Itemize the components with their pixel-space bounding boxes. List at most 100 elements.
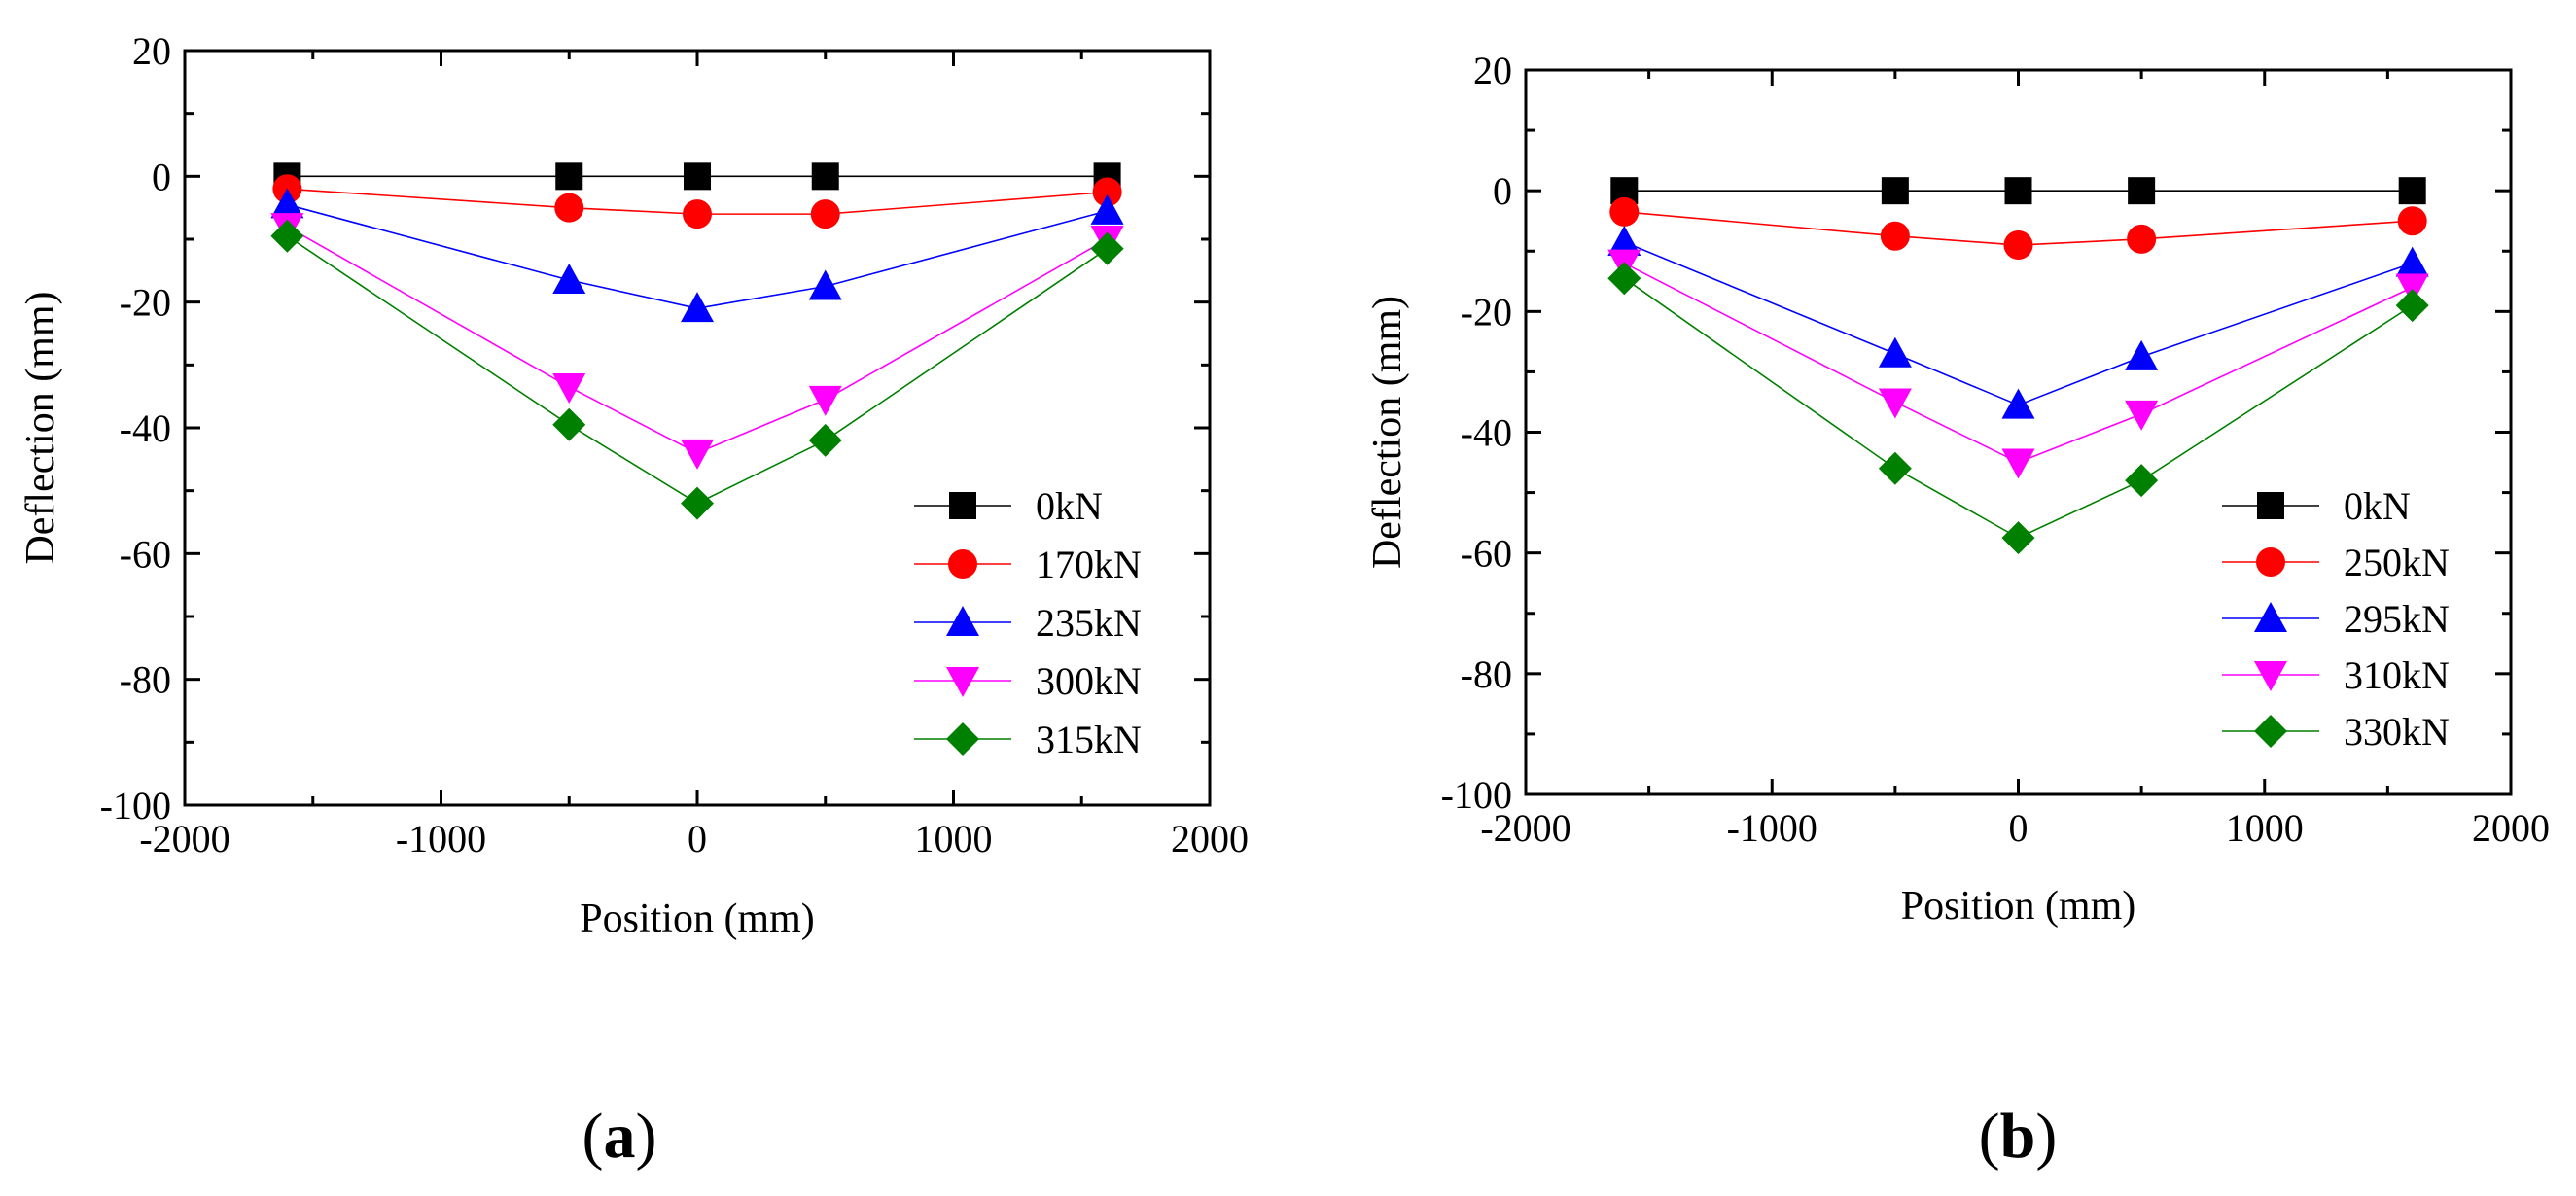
y-axis-title: Deflection (mm) <box>18 291 63 564</box>
data-point-300kN <box>681 439 714 470</box>
data-point-310kN <box>2001 448 2035 479</box>
y-tick-label: 0 <box>1493 169 1512 213</box>
legend-marker <box>946 667 979 697</box>
data-point-315kN <box>808 423 842 457</box>
series-line-300kN <box>287 226 1108 454</box>
y-tick-label: -60 <box>120 532 171 576</box>
legend-label: 295kN <box>2344 597 2450 641</box>
y-tick-label: -80 <box>1461 652 1512 696</box>
legend-marker <box>946 722 979 756</box>
y-tick-label: 20 <box>132 29 171 73</box>
y-tick-label: -40 <box>120 406 171 450</box>
data-point-315kN <box>552 407 586 441</box>
legend-item: 250kN <box>2222 541 2450 584</box>
data-point-315kN <box>270 219 304 253</box>
data-point-295kN <box>1878 336 1912 368</box>
legend-item: 295kN <box>2222 597 2450 641</box>
legend-marker <box>2254 661 2287 691</box>
legend-marker <box>2254 715 2287 748</box>
legend-marker <box>2256 547 2285 577</box>
data-point-300kN <box>552 372 586 404</box>
legend-item: 170kN <box>914 543 1142 586</box>
panel-label: (a) <box>582 1101 657 1172</box>
data-point-0kN <box>2004 177 2032 205</box>
data-point-295kN <box>2125 339 2159 370</box>
data-point-235kN <box>552 264 586 295</box>
data-point-295kN <box>1607 225 1641 256</box>
data-point-295kN <box>2001 388 2035 419</box>
data-point-0kN <box>684 162 711 191</box>
y-tick-label: -100 <box>1441 773 1512 817</box>
data-point-250kN <box>1880 221 1910 251</box>
legend-label: 0kN <box>1036 484 1103 528</box>
legend-item: 330kN <box>2222 710 2450 754</box>
data-point-310kN <box>1878 388 1912 419</box>
x-axis-title: Position (mm) <box>580 897 815 941</box>
x-tick-label: 1000 <box>915 817 993 861</box>
data-point-300kN <box>808 385 842 416</box>
legend-item: 0kN <box>914 484 1103 528</box>
series-line-310kN <box>1623 262 2414 464</box>
data-point-295kN <box>2395 246 2429 277</box>
legend-label: 310kN <box>2344 653 2450 697</box>
legend-label: 315kN <box>1036 718 1142 761</box>
y-tick-label: -60 <box>1461 532 1512 576</box>
x-tick-label: -1000 <box>396 817 486 861</box>
data-point-0kN <box>555 162 583 191</box>
data-point-235kN <box>681 292 714 323</box>
data-point-0kN <box>2128 177 2156 205</box>
y-tick-label: -80 <box>120 658 171 702</box>
data-point-235kN <box>270 188 304 219</box>
legend-marker <box>949 492 976 519</box>
legend-label: 170kN <box>1036 543 1142 586</box>
x-tick-label: 0 <box>688 817 707 861</box>
data-point-250kN <box>2127 224 2157 254</box>
x-tick-label: -1000 <box>1727 806 1817 850</box>
data-point-235kN <box>1090 193 1124 225</box>
data-point-0kN <box>811 162 839 191</box>
legend-label: 0kN <box>2344 484 2411 528</box>
data-point-310kN <box>2395 273 2429 304</box>
x-tick-label: -2000 <box>139 817 229 861</box>
legend-label: 250kN <box>2344 541 2450 584</box>
legend-marker <box>946 606 979 636</box>
data-point-170kN <box>1092 177 1122 207</box>
data-point-315kN <box>681 486 714 520</box>
legend-marker <box>2254 602 2287 632</box>
data-point-330kN <box>1878 451 1912 485</box>
legend-item: 310kN <box>2222 653 2450 697</box>
data-point-0kN <box>1881 177 1909 205</box>
legend-item: 0kN <box>2222 484 2411 528</box>
x-tick-label: -2000 <box>1480 806 1570 850</box>
y-tick-label: -20 <box>120 281 171 325</box>
data-point-235kN <box>808 269 842 300</box>
data-point-250kN <box>2397 206 2427 236</box>
data-point-0kN <box>2398 177 2426 205</box>
x-axis-title: Position (mm) <box>1901 884 2136 929</box>
data-point-170kN <box>554 193 584 223</box>
x-tick-label: 0 <box>2009 806 2029 850</box>
y-axis-title: Deflection (mm) <box>1365 296 1410 569</box>
x-tick-label: 2000 <box>2472 806 2550 850</box>
data-point-330kN <box>2001 521 2035 555</box>
data-point-250kN <box>2003 230 2033 261</box>
legend-label: 235kN <box>1036 601 1142 645</box>
legend-marker <box>948 549 977 579</box>
legend-item: 300kN <box>914 659 1142 703</box>
panel-label: (b) <box>1979 1101 2058 1172</box>
x-tick-label: 2000 <box>1171 817 1249 861</box>
chart-panel-a: -2000 -1000 0 1000 2000 20 0 -20 -40 -60 -80 -100 Po… <box>18 29 1249 1172</box>
legend-item: 235kN <box>914 601 1142 645</box>
data-point-315kN <box>1090 231 1124 265</box>
x-tick-label: 1000 <box>2226 806 2304 850</box>
y-tick-label: -100 <box>100 784 171 827</box>
legend-label: 300kN <box>1036 659 1142 703</box>
data-point-250kN <box>1609 196 1640 227</box>
data-point-170kN <box>683 199 712 229</box>
data-point-170kN <box>810 199 840 229</box>
y-tick-label: 20 <box>1473 49 1512 92</box>
legend-label: 330kN <box>2344 710 2450 754</box>
data-point-330kN <box>2395 289 2429 323</box>
legend-marker <box>2257 492 2284 519</box>
